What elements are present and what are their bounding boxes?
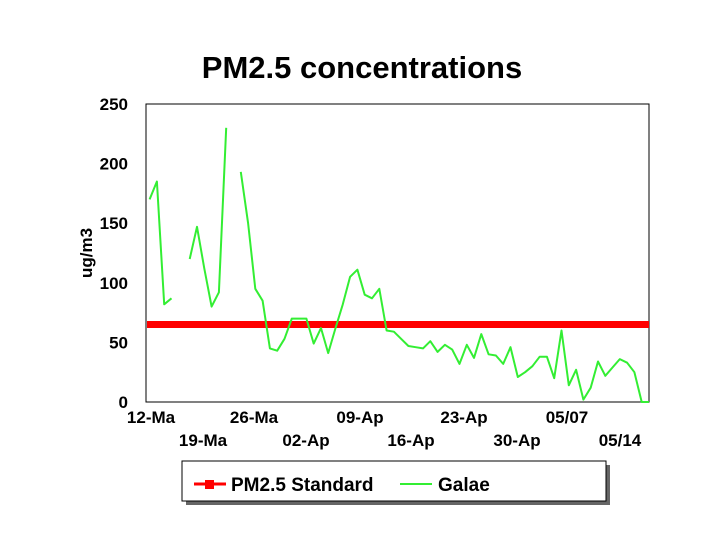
y-tick-label: 150 (100, 214, 128, 233)
legend-label-standard: PM2.5 Standard (231, 475, 374, 496)
x-tick-label: 09-Ap (336, 408, 383, 427)
legend: PM2.5 Standard Galae (181, 460, 610, 505)
x-tick-label: 26-Ma (230, 408, 279, 427)
x-tick-label: 23-Ap (440, 408, 487, 427)
x-tick-label: 02-Ap (282, 431, 329, 450)
legend-label-galae: Galae (438, 475, 490, 496)
x-tick-label: 05/07 (546, 408, 589, 427)
x-tick-label: 19-Ma (179, 431, 228, 450)
y-tick-label: 0 (119, 393, 128, 412)
y-axis-label: ug/m3 (77, 228, 96, 278)
galae-line-segment (188, 127, 228, 308)
y-tick-label: 200 (100, 155, 128, 174)
x-tick-label: 12-Ma (127, 408, 176, 427)
chart-title: PM2.5 concentrations (202, 50, 522, 85)
galae-line-segment (239, 171, 649, 403)
y-tick-labels: 0 50 100 150 200 250 (100, 95, 128, 412)
legend-marker-standard (205, 480, 214, 489)
x-tick-label: 30-Ap (493, 431, 540, 450)
x-tick-label: 16-Ap (387, 431, 434, 450)
series-layer (147, 127, 649, 403)
y-tick-label: 100 (100, 274, 128, 293)
x-tick-labels: 12-Ma 26-Ma 09-Ap 23-Ap 05/07 19-Ma 02-Ap 16-Ap… (127, 408, 642, 450)
galae-line-segment (148, 180, 173, 306)
x-tick-label: 05/14 (599, 431, 642, 450)
y-tick-label: 250 (100, 95, 128, 114)
legend-box (181, 460, 607, 502)
y-tick-label: 50 (109, 333, 128, 352)
